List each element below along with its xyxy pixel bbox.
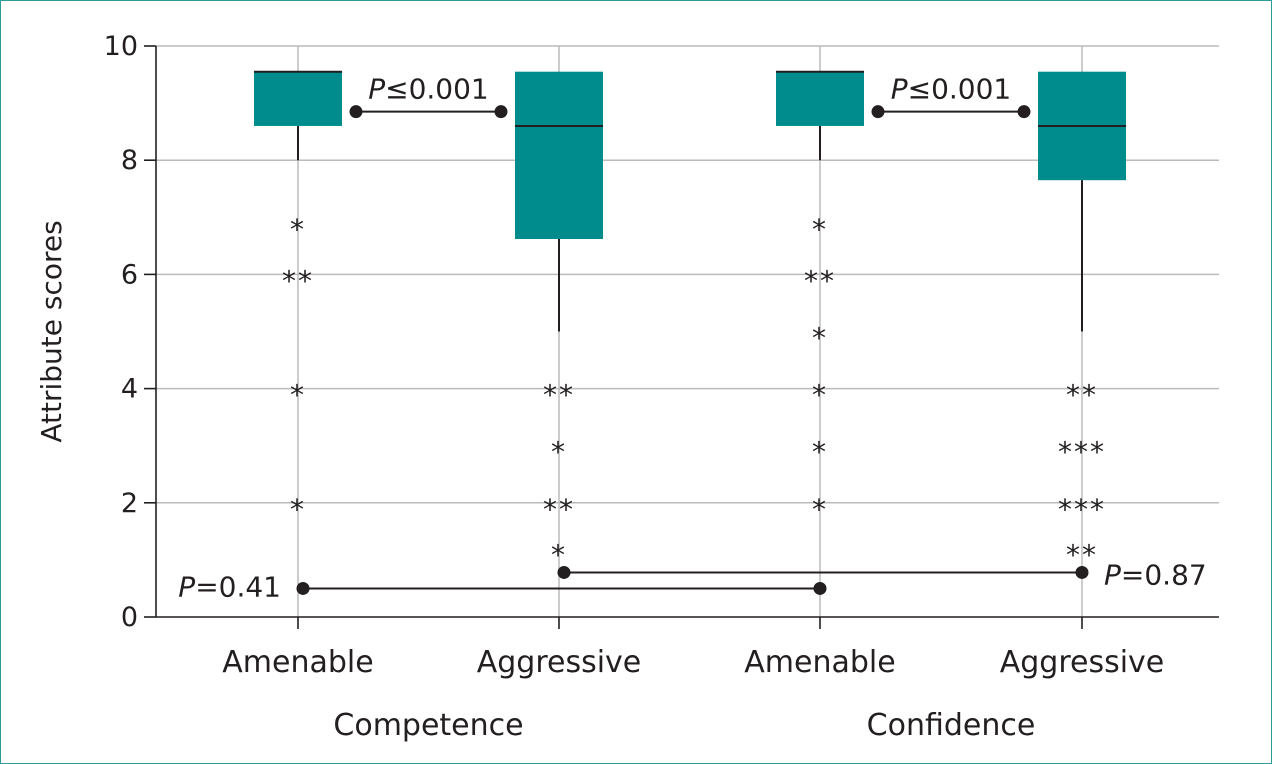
y-tick-label: 6 <box>121 259 138 290</box>
y-tick-label: 8 <box>121 145 138 176</box>
outlier-marker: * <box>290 379 306 412</box>
x-category-label: Amenable <box>222 645 373 680</box>
outlier-marker: * <box>812 436 828 469</box>
p-value-symbol: P <box>178 570 195 603</box>
p-value-label: P≤0.001 <box>368 73 489 106</box>
x-category-label: Aggressive <box>1000 645 1165 680</box>
x-category-label: Amenable <box>744 645 895 680</box>
comparison-2: P=0.41 <box>178 570 827 603</box>
y-tick-label: 0 <box>121 602 138 633</box>
outlier-marker: ** <box>543 493 575 526</box>
box-2: ******* <box>776 70 864 526</box>
comparison-dot <box>813 581 827 595</box>
x-category-label: Aggressive <box>477 645 642 680</box>
box-rect <box>776 71 864 126</box>
outlier-marker: * <box>812 493 828 526</box>
p-value-label: P=0.41 <box>178 570 281 603</box>
outlier-marker: *** <box>1058 493 1106 526</box>
comparison-3: P=0.87 <box>557 558 1207 591</box>
comparison-dot <box>494 105 508 119</box>
outlier-marker: * <box>290 213 306 246</box>
outlier-marker: * <box>551 436 567 469</box>
outlier-marker: ** <box>1066 379 1098 412</box>
box-3: ********** <box>1038 71 1126 571</box>
y-tick-label: 2 <box>121 488 138 519</box>
axis-layer: 0 2 4 6 8 10 Amenable Aggressive Amenable Aggress… <box>35 31 1219 743</box>
outlier-marker: * <box>812 322 828 355</box>
comparison-dot <box>871 105 885 119</box>
outlier-marker: * <box>812 379 828 412</box>
x-group-label: Confidence <box>867 708 1036 743</box>
p-value-text: =0.41 <box>195 570 281 603</box>
outlier-marker: * <box>290 493 306 526</box>
p-value-symbol: P <box>891 73 908 106</box>
comparison-0: P≤0.001 <box>349 73 508 119</box>
y-axis-title: Attribute scores <box>35 220 68 442</box>
outlier-marker: ** <box>543 379 575 412</box>
comparison-dot <box>1075 565 1089 579</box>
box-1: ****** <box>515 71 603 571</box>
comparison-dot <box>296 581 310 595</box>
outlier-marker: * <box>551 538 567 571</box>
y-tick-label: 4 <box>121 374 138 405</box>
box-rect <box>254 71 342 126</box>
outlier-marker: ** <box>804 264 836 297</box>
comparison-1: P≤0.001 <box>871 73 1031 119</box>
outlier-marker: ** <box>1066 538 1098 571</box>
outlier-marker: *** <box>1058 436 1106 469</box>
box-layer: **************************** <box>254 70 1126 571</box>
box-rect <box>515 71 603 239</box>
p-value-symbol: P <box>368 73 385 106</box>
p-value-text: ≤0.001 <box>385 73 489 106</box>
p-value-text: ≤0.001 <box>908 73 1012 106</box>
p-value-text: =0.87 <box>1121 558 1207 591</box>
p-value-symbol: P <box>1104 558 1121 591</box>
comparison-dot <box>349 105 363 119</box>
comparison-dot <box>1017 105 1031 119</box>
x-group-label: Competence <box>333 708 523 743</box>
comparison-dot <box>557 565 571 579</box>
box-0: ***** <box>254 70 342 526</box>
y-tick-label: 10 <box>104 31 138 62</box>
outlier-marker: ** <box>282 264 314 297</box>
p-value-label: P≤0.001 <box>891 73 1012 106</box>
p-value-label: P=0.87 <box>1104 558 1207 591</box>
outlier-marker: * <box>812 213 828 246</box>
